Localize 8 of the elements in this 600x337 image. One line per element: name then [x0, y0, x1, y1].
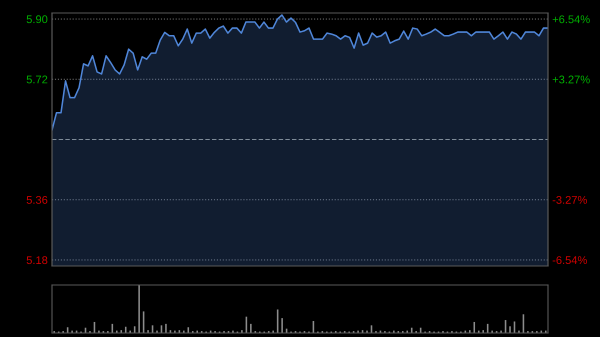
y-tick-label: 5.90 — [26, 15, 48, 24]
y2-tick-label: +6.54% — [552, 15, 590, 24]
y2-tick-label: +3.27% — [552, 76, 590, 84]
y-tick-label: 5.72 — [26, 76, 48, 84]
y2-tick-label: -6.54% — [552, 256, 587, 264]
y-tick-label: 5.36 — [26, 196, 48, 204]
y-tick-label: 5.18 — [26, 256, 48, 264]
y2-tick-label: -3.27% — [552, 196, 587, 204]
